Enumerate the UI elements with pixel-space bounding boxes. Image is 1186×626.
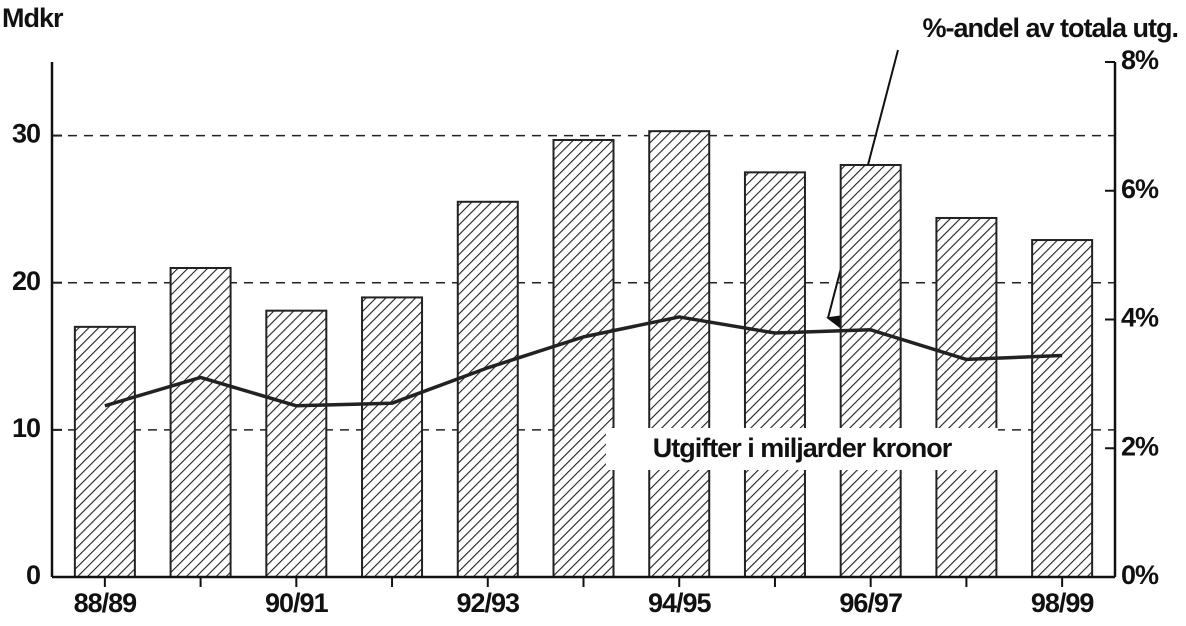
- y2-tick-label: 0%: [1121, 560, 1159, 590]
- bar: [552, 138, 615, 578]
- bar: [456, 200, 519, 579]
- annotation: Utgifter i miljarder kronor: [653, 433, 953, 463]
- bar: [73, 325, 136, 578]
- line: [104, 315, 1063, 408]
- x-tick-label: 92/93: [456, 588, 520, 618]
- x-tick-label: 96/97: [839, 588, 902, 618]
- x-tick-label: 98/99: [1031, 588, 1095, 618]
- x-tick-label: 90/91: [265, 588, 329, 618]
- bar: [839, 164, 902, 578]
- bar: [265, 309, 328, 578]
- y-tick-label: 30: [12, 119, 40, 149]
- bar: [1031, 239, 1094, 579]
- y2-tick-label: 6%: [1121, 174, 1159, 204]
- bar: [361, 296, 424, 578]
- y2-tick-label: 8%: [1121, 45, 1159, 75]
- annotation: %-andel av totala utg.: [922, 13, 1178, 43]
- bar: [648, 130, 711, 579]
- y2-tick-label: 4%: [1121, 303, 1159, 333]
- bar: [935, 216, 998, 578]
- x-tick-label: 88/89: [74, 588, 138, 618]
- y2-tick-label: 2%: [1121, 431, 1159, 461]
- y-tick-label: 10: [12, 413, 40, 443]
- y-axis-label: Mdkr: [2, 3, 64, 33]
- x-tick-label: 94/95: [648, 588, 712, 618]
- y-tick-label: 0: [26, 560, 40, 590]
- bar: [169, 267, 232, 578]
- annotation-box: [606, 428, 998, 470]
- bar: [743, 171, 806, 578]
- y-tick-label: 20: [12, 266, 40, 296]
